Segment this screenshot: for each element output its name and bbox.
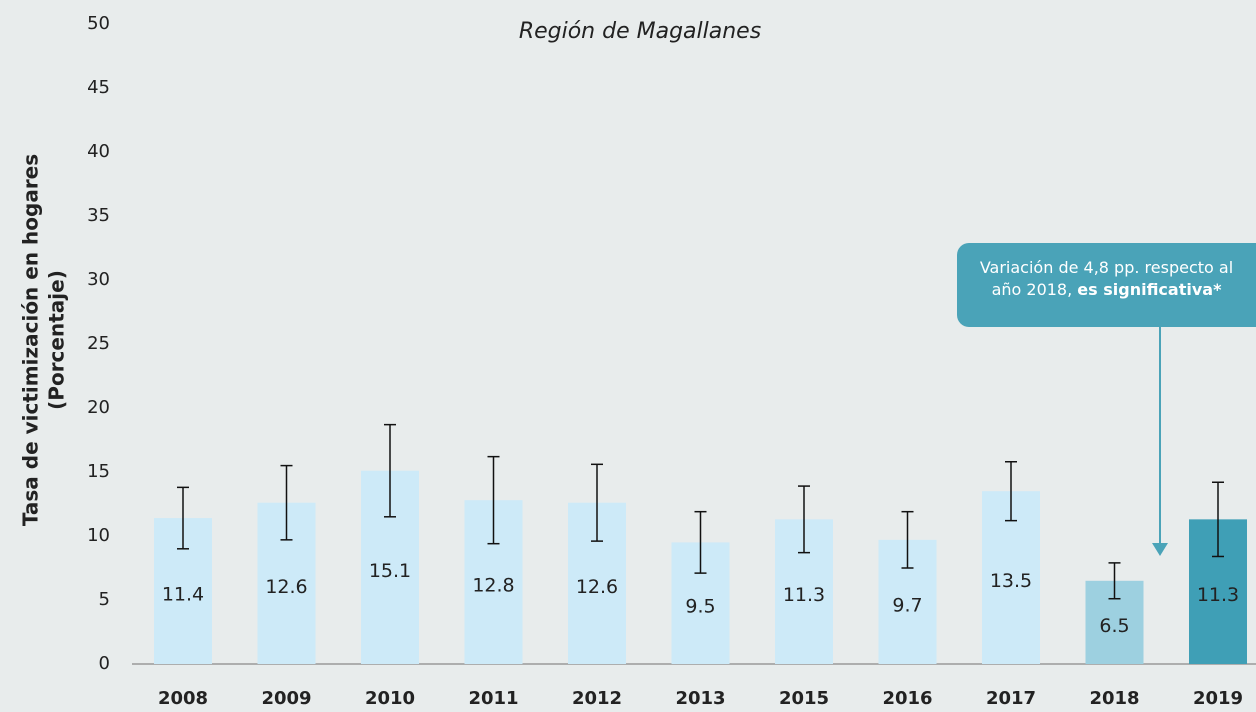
y-tick-label: 0 — [99, 653, 110, 674]
y-axis-label: (Porcentaje) — [45, 270, 69, 410]
y-tick-label: 40 — [87, 141, 110, 162]
y-tick-label: 50 — [87, 13, 110, 34]
x-tick-label: 2019 — [1193, 688, 1243, 709]
y-tick-label: 5 — [99, 589, 110, 610]
x-tick-label: 2012 — [572, 688, 622, 709]
x-tick-label: 2010 — [365, 688, 415, 709]
x-tick-label: 2016 — [882, 688, 932, 709]
x-tick-label: 2009 — [261, 688, 311, 709]
annotation-bold: es significativa* — [1077, 280, 1222, 299]
value-label: 9.5 — [685, 596, 715, 618]
y-tick-label: 10 — [87, 525, 110, 546]
chart-title: Región de Magallanes — [519, 19, 761, 44]
x-tick-label: 2008 — [158, 688, 208, 709]
value-label: 13.5 — [990, 570, 1032, 592]
value-label: 15.1 — [369, 560, 411, 582]
annotation-arrowhead — [1152, 543, 1168, 556]
value-label: 12.6 — [576, 576, 618, 598]
y-tick-label: 25 — [87, 333, 110, 354]
value-label: 12.6 — [265, 576, 307, 598]
x-tick-label: 2017 — [986, 688, 1036, 709]
y-tick-label: 35 — [87, 205, 110, 226]
annotation: Variación de 4,8 pp. respecto al año 201… — [957, 243, 1256, 327]
x-tick-label: 2013 — [675, 688, 725, 709]
value-label: 11.3 — [783, 584, 825, 606]
y-axis-label: Tasa de victimización en hogares — [19, 154, 43, 526]
x-tick-label: 2011 — [468, 688, 518, 709]
value-label: 12.8 — [472, 575, 514, 597]
x-tick-label: 2015 — [779, 688, 829, 709]
value-label: 6.5 — [1099, 615, 1129, 637]
value-label: 9.7 — [892, 594, 922, 616]
y-tick-label: 20 — [87, 397, 110, 418]
value-label: 11.3 — [1197, 584, 1239, 606]
annotation-text: Variación de 4,8 pp. respecto al año 201… — [979, 258, 1234, 299]
y-tick-label: 15 — [87, 461, 110, 482]
y-tick-label: 30 — [87, 269, 110, 290]
x-tick-label: 2018 — [1089, 688, 1139, 709]
value-label: 11.4 — [162, 584, 204, 606]
y-tick-label: 45 — [87, 77, 110, 98]
